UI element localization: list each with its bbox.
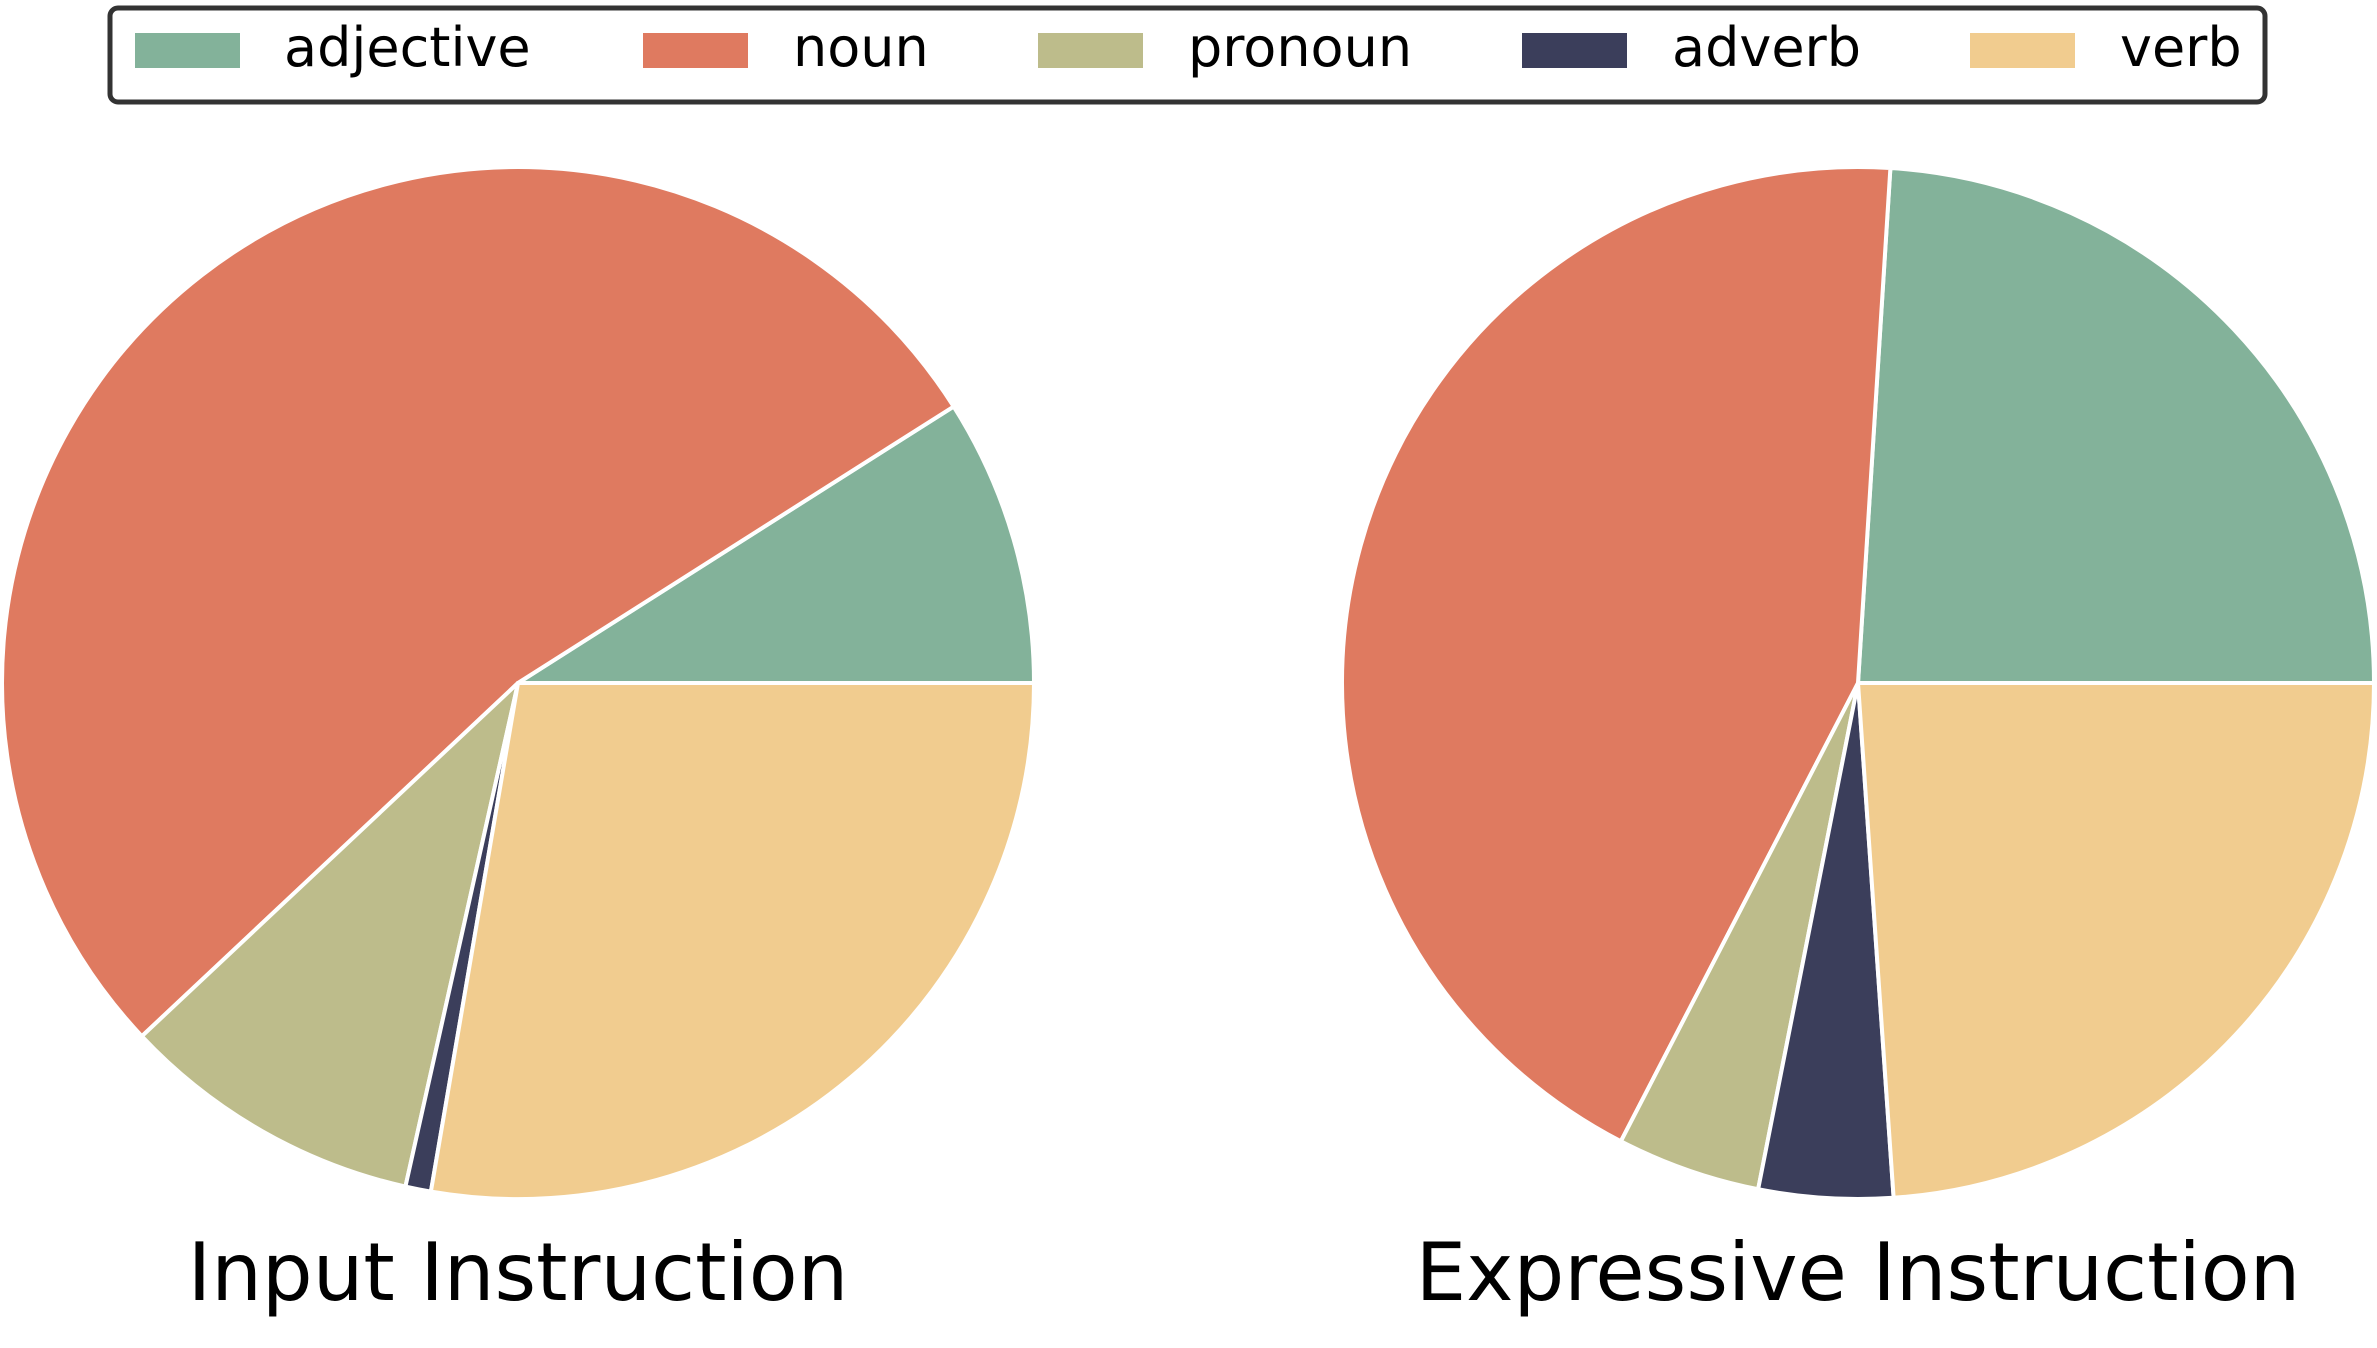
pie-slice-verb — [428, 681, 1036, 1201]
legend-box — [107, 5, 2268, 105]
legend-label-pronoun: pronoun — [1188, 16, 1412, 79]
legend: adjective noun pronoun adverb verb — [135, 16, 2242, 79]
pie-expressive-instruction — [1340, 165, 2376, 1201]
legend-swatch-pronoun — [1038, 33, 1143, 68]
legend-label-adjective: adjective — [284, 16, 531, 79]
pie-slice-adjective — [516, 404, 1036, 685]
pie-slice-verb — [1856, 681, 2376, 1200]
pie-slice-adjective — [1856, 166, 2376, 685]
legend-label-verb: verb — [2120, 16, 2242, 79]
pie-slice-noun — [0, 165, 956, 1039]
pie-input-instruction — [0, 165, 1036, 1201]
pie-title-expressive-instruction: Expressive Instruction — [1416, 1226, 2301, 1319]
pie-slice-pronoun — [139, 681, 520, 1189]
legend-swatch-noun — [643, 33, 748, 68]
legend-swatch-adverb — [1522, 33, 1627, 68]
pie-title-input-instruction: Input Instruction — [188, 1226, 849, 1319]
legend-swatch-adjective — [135, 33, 240, 68]
pie-slice-noun — [1340, 165, 1893, 1144]
legend-label-noun: noun — [793, 16, 929, 79]
legend-swatch-verb — [1970, 33, 2075, 68]
legend-label-adverb: adverb — [1672, 16, 1861, 79]
